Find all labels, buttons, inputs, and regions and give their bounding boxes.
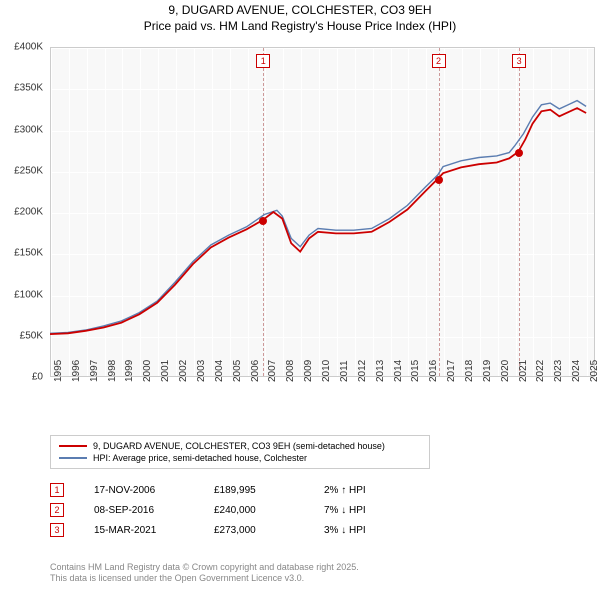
- title-line-2: Price paid vs. HM Land Registry's House …: [0, 19, 600, 35]
- transaction-date: 08-SEP-2016: [94, 505, 184, 516]
- x-axis-label: 1999: [124, 360, 135, 382]
- transaction-row: 2 08-SEP-2016 £240,000 7% ↓ HPI: [50, 500, 414, 520]
- transaction-table: 1 17-NOV-2006 £189,995 2% ↑ HPI 2 08-SEP-2016…: [50, 480, 414, 540]
- transaction-price: £240,000: [214, 505, 294, 516]
- x-axis-label: 2012: [357, 360, 368, 382]
- legend-swatch: [59, 445, 87, 447]
- y-axis-label: £150K: [14, 248, 43, 259]
- y-axis-label: £200K: [14, 207, 43, 218]
- x-axis-label: 2020: [500, 360, 511, 382]
- y-axis-label: £250K: [14, 165, 43, 176]
- x-axis-label: 2016: [428, 360, 439, 382]
- x-axis-label: 2017: [446, 360, 457, 382]
- x-axis-label: 2022: [535, 360, 546, 382]
- y-axis-label: £0: [32, 372, 43, 383]
- title-line-1: 9, DUGARD AVENUE, COLCHESTER, CO3 9EH: [0, 3, 600, 19]
- x-axis-label: 2025: [589, 360, 600, 382]
- legend-label: HPI: Average price, semi-detached house,…: [93, 453, 307, 463]
- x-axis-label: 2002: [178, 360, 189, 382]
- x-axis-label: 2004: [214, 360, 225, 382]
- transaction-row: 3 15-MAR-2021 £273,000 3% ↓ HPI: [50, 520, 414, 540]
- x-axis-label: 1996: [71, 360, 82, 382]
- transaction-delta: 2% ↑ HPI: [324, 485, 414, 496]
- x-axis-label: 2024: [571, 360, 582, 382]
- legend-swatch: [59, 457, 87, 459]
- transaction-price: £189,995: [214, 485, 294, 496]
- x-axis-label: 2018: [464, 360, 475, 382]
- footer-line-2: This data is licensed under the Open Gov…: [50, 573, 359, 584]
- x-axis-label: 2013: [375, 360, 386, 382]
- y-axis-label: £400K: [14, 42, 43, 53]
- transaction-marker-box: 2: [50, 503, 64, 517]
- transaction-delta: 7% ↓ HPI: [324, 505, 414, 516]
- chart-svg: [50, 47, 595, 377]
- footer-line-1: Contains HM Land Registry data © Crown c…: [50, 562, 359, 573]
- y-axis-label: £300K: [14, 124, 43, 135]
- x-axis-label: 2007: [267, 360, 278, 382]
- y-axis-label: £100K: [14, 289, 43, 300]
- transaction-row: 1 17-NOV-2006 £189,995 2% ↑ HPI: [50, 480, 414, 500]
- transaction-delta: 3% ↓ HPI: [324, 525, 414, 536]
- transaction-price: £273,000: [214, 525, 294, 536]
- chart-container: 9, DUGARD AVENUE, COLCHESTER, CO3 9EH Pr…: [0, 0, 600, 590]
- y-axis-label: £50K: [20, 330, 43, 341]
- transaction-marker-box: 3: [50, 523, 64, 537]
- series-hpi: [50, 101, 586, 334]
- x-axis-label: 2003: [196, 360, 207, 382]
- x-axis-label: 2014: [393, 360, 404, 382]
- transaction-date: 17-NOV-2006: [94, 485, 184, 496]
- transaction-date: 15-MAR-2021: [94, 525, 184, 536]
- footer-attribution: Contains HM Land Registry data © Crown c…: [50, 562, 359, 584]
- x-axis-label: 2008: [285, 360, 296, 382]
- series-price-paid: [50, 108, 586, 334]
- x-axis-label: 2019: [482, 360, 493, 382]
- x-axis-label: 1997: [89, 360, 100, 382]
- x-axis-label: 2010: [321, 360, 332, 382]
- legend-item: HPI: Average price, semi-detached house,…: [59, 452, 421, 464]
- x-axis-label: 2015: [410, 360, 421, 382]
- legend: 9, DUGARD AVENUE, COLCHESTER, CO3 9EH (s…: [50, 435, 430, 469]
- chart-area: 123 £0£50K£100K£150K£200K£250K£300K£350K…: [50, 47, 595, 377]
- x-axis-label: 2021: [518, 360, 529, 382]
- x-axis-label: 2011: [339, 360, 350, 382]
- chart-title: 9, DUGARD AVENUE, COLCHESTER, CO3 9EH Pr…: [0, 3, 600, 34]
- x-axis-label: 2009: [303, 360, 314, 382]
- y-axis-label: £350K: [14, 83, 43, 94]
- legend-label: 9, DUGARD AVENUE, COLCHESTER, CO3 9EH (s…: [93, 441, 385, 451]
- x-axis-label: 1998: [107, 360, 118, 382]
- legend-item: 9, DUGARD AVENUE, COLCHESTER, CO3 9EH (s…: [59, 440, 421, 452]
- x-axis-label: 2000: [142, 360, 153, 382]
- x-axis-label: 2001: [160, 360, 171, 382]
- x-axis-label: 2006: [250, 360, 261, 382]
- x-axis-label: 1995: [53, 360, 64, 382]
- x-axis-label: 2023: [553, 360, 564, 382]
- x-axis-label: 2005: [232, 360, 243, 382]
- transaction-marker-box: 1: [50, 483, 64, 497]
